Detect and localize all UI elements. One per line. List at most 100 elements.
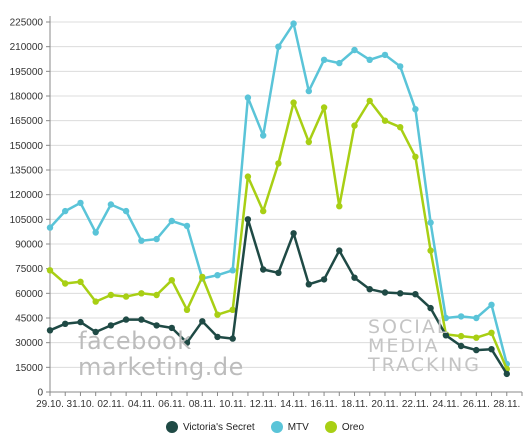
legend-swatch — [324, 421, 337, 433]
data-point — [214, 333, 221, 341]
data-point — [61, 207, 69, 215]
data-point — [214, 311, 221, 318]
watermark-line: SOCIAL — [368, 316, 450, 338]
data-point — [260, 207, 267, 215]
y-tick-label: 0 — [37, 388, 43, 399]
y-tick-label: 120000 — [10, 190, 44, 201]
data-point — [412, 153, 419, 160]
legend-item: Victoria's Secret — [165, 421, 255, 433]
watermark-line: TRACKING — [368, 354, 481, 376]
data-point — [138, 237, 145, 244]
legend-label: MTV — [287, 421, 309, 433]
data-point — [46, 224, 54, 231]
data-point — [153, 235, 160, 243]
x-tick-label: 14.11. — [280, 399, 307, 410]
data-point — [183, 339, 191, 346]
data-point — [244, 216, 252, 223]
y-tick-label: 135000 — [10, 166, 44, 177]
x-tick-label: 31.10. — [67, 399, 95, 410]
data-point — [351, 122, 358, 129]
data-point — [168, 277, 175, 284]
data-point — [412, 291, 419, 298]
legend-item: Oreo — [324, 421, 365, 433]
watermark-line: marketing.de — [78, 353, 244, 381]
data-point — [427, 304, 434, 312]
data-point — [351, 274, 358, 281]
x-tick-label: 16.11. — [311, 399, 338, 410]
y-tick-label: 150000 — [10, 141, 44, 152]
data-point — [77, 278, 84, 285]
x-tick-label: 12.11. — [250, 399, 277, 410]
data-point — [427, 219, 434, 226]
data-point — [107, 322, 115, 329]
legend-swatch — [165, 421, 178, 433]
data-point — [229, 335, 236, 342]
data-point — [260, 266, 267, 273]
y-tick-label: 195000 — [10, 67, 44, 78]
data-point — [275, 43, 282, 50]
data-point — [107, 291, 115, 299]
y-tick-label: 15000 — [15, 363, 43, 374]
data-point — [473, 334, 480, 341]
x-tick-label: 20.11. — [371, 399, 398, 410]
data-point — [412, 106, 419, 113]
x-tick-label: 10.11. — [219, 399, 246, 410]
data-point — [260, 132, 267, 139]
data-point — [366, 56, 373, 63]
y-tick-label: 180000 — [10, 92, 44, 103]
data-point — [244, 94, 252, 101]
data-point — [366, 97, 373, 105]
legend-label: Oreo — [341, 421, 365, 433]
data-point — [77, 199, 84, 207]
data-point — [61, 320, 69, 327]
data-point — [275, 269, 282, 276]
data-point — [46, 327, 54, 334]
legend-label: Victoria's Secret — [182, 421, 255, 433]
data-point — [473, 346, 480, 354]
x-tick-label: 06.11. — [158, 399, 185, 410]
data-point — [488, 329, 495, 336]
x-tick-label: 24.11. — [432, 399, 459, 410]
x-tick-label: 22.11. — [402, 399, 429, 410]
data-point — [229, 267, 236, 274]
data-point — [290, 230, 297, 237]
y-tick-label: 210000 — [10, 42, 44, 53]
data-point — [397, 290, 404, 297]
data-point — [473, 314, 480, 322]
series-oreo — [46, 97, 510, 373]
data-point — [199, 273, 206, 281]
data-point — [244, 173, 252, 180]
data-point — [397, 124, 404, 131]
data-point — [153, 291, 160, 299]
data-point — [381, 289, 389, 296]
data-point — [336, 203, 343, 210]
data-point — [457, 332, 465, 340]
data-point — [122, 293, 130, 300]
data-point — [305, 281, 312, 288]
data-point — [275, 160, 282, 167]
y-axis-ticks: 0 15000 30000 45000 60000 75000 90000 105000 120… — [10, 18, 44, 399]
data-point — [122, 316, 130, 323]
watermark-social-media-tracking: SOCIAL MEDIA TRACKING — [368, 318, 481, 375]
data-point — [122, 207, 130, 215]
y-tick-label: 165000 — [10, 116, 44, 127]
legend: Victoria's Secret MTV Oreo — [0, 418, 530, 436]
data-point — [153, 322, 160, 329]
y-tick-label: 90000 — [15, 240, 43, 251]
x-tick-label: 26.11. — [463, 399, 490, 410]
data-point — [366, 286, 373, 293]
x-tick-label: 02.11. — [97, 399, 124, 410]
data-point — [46, 267, 54, 274]
data-point — [138, 290, 145, 297]
data-point — [290, 20, 297, 27]
data-point — [381, 51, 389, 59]
data-point — [320, 56, 328, 63]
x-tick-label: 08.11. — [189, 399, 216, 410]
y-tick-label: 30000 — [15, 338, 43, 349]
data-point — [92, 328, 99, 336]
legend-swatch — [270, 421, 283, 433]
data-point — [214, 272, 221, 279]
data-point — [336, 247, 343, 254]
data-point — [336, 59, 343, 67]
